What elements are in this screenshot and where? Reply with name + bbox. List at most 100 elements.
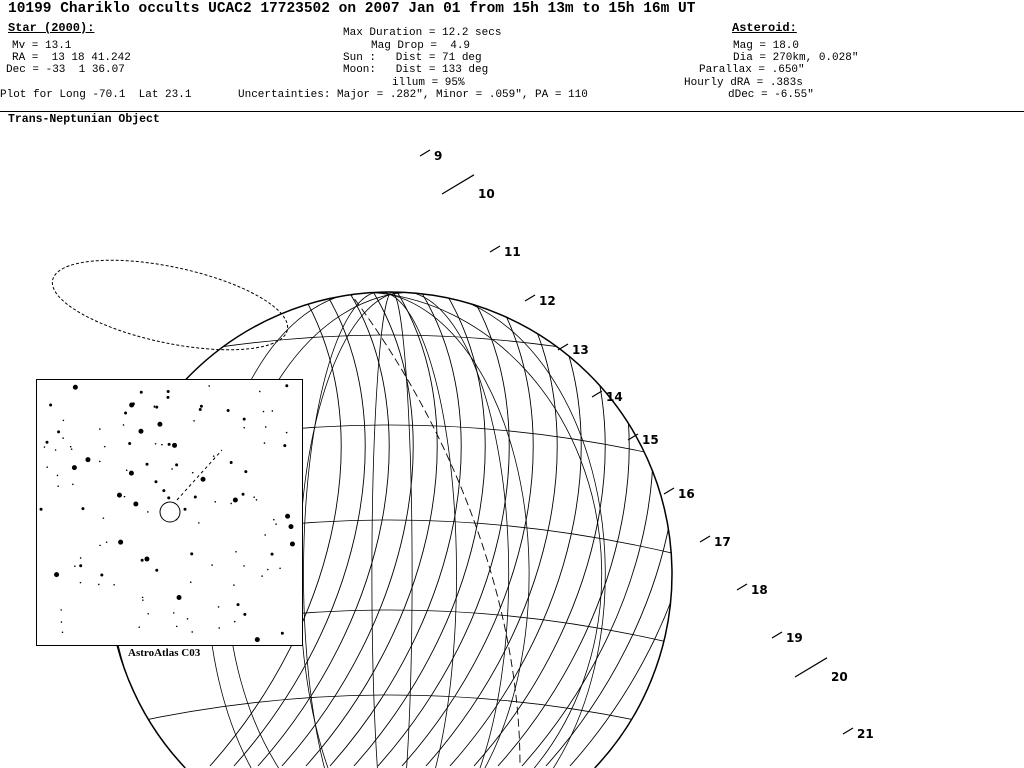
- star: [145, 462, 149, 466]
- path-line: [233, 292, 366, 767]
- star: [155, 568, 159, 572]
- star: [99, 460, 101, 463]
- uncertainty-ellipse: [51, 259, 289, 351]
- time-tick: [771, 631, 783, 639]
- star: [198, 522, 200, 524]
- time-tick: [736, 583, 748, 591]
- star: [217, 606, 220, 608]
- star: [283, 444, 287, 448]
- star: [199, 404, 203, 408]
- star: [288, 524, 294, 530]
- star: [190, 552, 194, 556]
- star: [261, 575, 263, 577]
- star: [54, 572, 60, 578]
- star: [280, 631, 284, 635]
- asteroid-ddec: dDec = -6.55": [728, 89, 814, 101]
- time-label: 19: [786, 631, 803, 645]
- star: [232, 497, 238, 503]
- star: [241, 492, 245, 496]
- star: [172, 442, 178, 448]
- star: [128, 442, 132, 446]
- star: [270, 552, 274, 556]
- meridian-line: [371, 292, 413, 768]
- star: [71, 465, 77, 471]
- star: [79, 564, 83, 568]
- sun-distance: Sun : Dist = 71 deg: [343, 52, 482, 64]
- star: [175, 625, 178, 628]
- time-tick: [699, 535, 711, 543]
- star: [57, 430, 61, 434]
- star: [56, 474, 59, 477]
- meridian-line: [303, 292, 457, 768]
- star: [100, 573, 104, 577]
- uncertainties: Uncertainties: Major = .282", Minor = .0…: [238, 89, 588, 101]
- parallel-line: [107, 334, 672, 371]
- path-line: [569, 292, 672, 767]
- star: [128, 470, 134, 476]
- star: [262, 410, 265, 413]
- star: [289, 541, 295, 547]
- star: [154, 480, 158, 484]
- path-line: [281, 292, 414, 767]
- star: [186, 618, 189, 620]
- star: [193, 495, 197, 499]
- parallel-line: [107, 694, 672, 731]
- star: [218, 627, 221, 629]
- star: [69, 445, 72, 448]
- star: [285, 384, 289, 388]
- star: [147, 511, 149, 513]
- star: [176, 594, 182, 600]
- star: [191, 471, 194, 474]
- star: [102, 517, 105, 519]
- star: [271, 410, 274, 412]
- star: [254, 637, 260, 643]
- asteroid-track: [176, 449, 223, 501]
- path-line: [209, 292, 342, 767]
- star: [116, 492, 122, 498]
- star: [208, 385, 210, 387]
- star: [138, 428, 144, 434]
- star: [233, 620, 236, 623]
- time-marks: 9 10 11 12 13 14 15 16 17 18 19 20 21: [419, 149, 874, 741]
- star: [129, 402, 135, 408]
- asteroid-dia: Dia = 270km, 0.028": [733, 52, 859, 64]
- star: [214, 501, 217, 503]
- time-label: 11: [504, 245, 521, 259]
- plot-location: Plot for Long -70.1 Lat 23.1: [0, 89, 192, 101]
- star: [99, 428, 101, 430]
- star: [79, 557, 82, 559]
- time-label: 17: [714, 535, 731, 549]
- star: [172, 612, 175, 614]
- target-circle: [159, 501, 181, 523]
- star-heading: Star (2000):: [8, 21, 95, 35]
- star: [175, 463, 179, 467]
- star: [99, 544, 101, 547]
- time-label: 13: [572, 343, 589, 357]
- time-label: 15: [642, 433, 659, 447]
- star: [74, 565, 76, 567]
- star: [236, 603, 240, 607]
- star: [211, 564, 213, 566]
- path-line: [401, 292, 534, 767]
- path-line: [545, 292, 672, 767]
- star: [264, 534, 266, 536]
- star: [43, 446, 46, 448]
- star: [61, 631, 64, 634]
- star: [123, 495, 126, 498]
- star: [193, 420, 195, 422]
- star: [62, 419, 65, 422]
- asteroid-hourly-dra: Hourly dRA = .383s: [684, 77, 803, 89]
- star: [122, 424, 125, 426]
- star: [62, 437, 64, 439]
- star: [263, 442, 266, 444]
- star: [153, 405, 156, 407]
- star: [39, 507, 43, 511]
- star: [155, 405, 159, 409]
- asteroid-parallax: Parallax = .650": [699, 64, 805, 76]
- time-label: 14: [606, 390, 623, 404]
- star: [258, 390, 261, 393]
- path-line: [257, 292, 390, 767]
- star: [118, 539, 124, 545]
- star: [60, 621, 63, 623]
- star-ra: RA = 13 18 41.242: [12, 52, 131, 64]
